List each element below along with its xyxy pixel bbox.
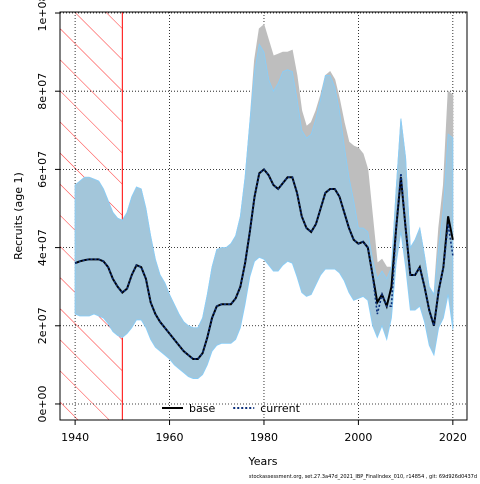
x-tick-label: 2000 (344, 431, 372, 444)
legend-label: current (260, 402, 300, 415)
x-axis-label: Years (247, 455, 277, 468)
y-tick-label: 8e+07 (36, 73, 49, 110)
y-tick-label: 1e+08 (36, 0, 49, 32)
y-tick-label: 2e+07 (36, 307, 49, 344)
y-tick-label: 0e+00 (36, 385, 49, 422)
footer: stockassessment.org, set.27.3a47d_2021_I… (249, 474, 477, 480)
series-line (74, 168, 454, 360)
legend-label: base (189, 402, 215, 415)
x-tick-label: 1960 (156, 431, 184, 444)
y-tick-label: 6e+07 (36, 151, 49, 188)
confidence-band (74, 43, 454, 379)
x-tick-label: 2020 (439, 431, 467, 444)
y-axis-label: Recruits (age 1) (12, 172, 25, 260)
x-tick-label: 1940 (61, 431, 89, 444)
y-tick-label: 4e+07 (36, 229, 49, 266)
x-tick-label: 1980 (250, 431, 278, 444)
